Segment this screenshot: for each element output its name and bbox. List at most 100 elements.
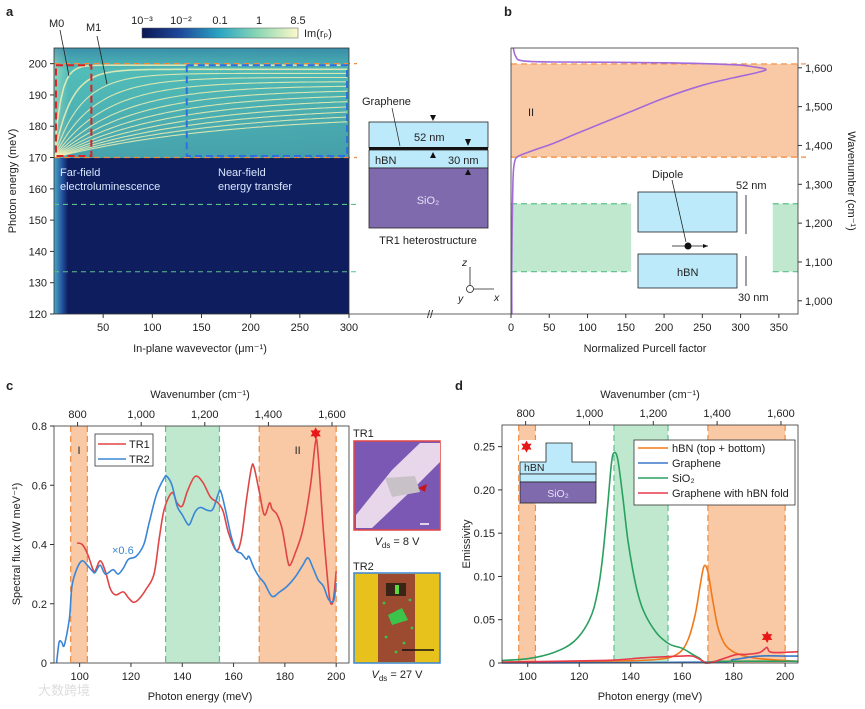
y-tick-label: 1,300 bbox=[805, 179, 833, 191]
panel-label-b: b bbox=[504, 4, 512, 19]
x-tick-label: 300 bbox=[340, 322, 358, 334]
y-tick-label: 1,100 bbox=[805, 257, 833, 269]
mode-curve bbox=[54, 76, 347, 156]
legend-label-tr2: TR2 bbox=[129, 454, 150, 466]
legend: hBN (top + bottom) Graphene SiO₂ Graphene w… bbox=[633, 439, 796, 506]
heterostructure-diagram: Graphene 52 nm hBN 30 nm SiO₂ TR1 hetero… bbox=[362, 96, 489, 247]
green-band bbox=[511, 203, 632, 272]
far-field-label-2: electroluminescence bbox=[60, 181, 160, 193]
m1-arrow bbox=[96, 35, 108, 85]
plot-frame bbox=[510, 47, 799, 315]
x-tick-label: 250 bbox=[291, 322, 309, 334]
series-hbn-top-bottom- bbox=[501, 564, 799, 663]
x-tick-label: 180 bbox=[724, 671, 742, 683]
y-tick-label: 160 bbox=[29, 184, 47, 196]
watermark: 大数跨境 bbox=[38, 683, 90, 698]
y-tick-label: 1,600 bbox=[805, 63, 833, 75]
heatmap-left-edge bbox=[54, 158, 68, 314]
legend: TR1 TR2 bbox=[94, 433, 154, 467]
y-tick-label: 0.2 bbox=[32, 599, 47, 611]
x-tick-label: 50 bbox=[543, 322, 555, 334]
x-tick-label: 150 bbox=[192, 322, 210, 334]
mode-curve bbox=[54, 106, 348, 158]
tr1-photo: TR1 Vds = 8 V bbox=[353, 428, 441, 550]
green-band bbox=[165, 426, 220, 663]
y-tick-label: 140 bbox=[29, 246, 47, 258]
y-tick-label: 190 bbox=[29, 90, 47, 102]
y-tick-label: 0 bbox=[41, 658, 47, 670]
y-axis-label: Spectral flux (nW meV⁻¹) bbox=[11, 483, 23, 606]
top-thickness-label: 52 nm bbox=[736, 180, 767, 192]
x-tick-label: 200 bbox=[655, 322, 673, 334]
y-tick-label: 1,500 bbox=[805, 102, 833, 114]
green-band bbox=[772, 203, 798, 272]
mode-curve bbox=[54, 72, 348, 155]
tr1-voltage: Vds = 8 V bbox=[375, 536, 421, 550]
y-tick-label: 0.6 bbox=[32, 480, 47, 492]
z-axis-label: z bbox=[461, 257, 468, 269]
x-tick-label: 100 bbox=[70, 671, 88, 683]
y-tick-label: 150 bbox=[29, 215, 47, 227]
top-axis-label: Wavenumber (cm⁻¹) bbox=[150, 389, 250, 401]
legend-label: Graphene with hBN fold bbox=[672, 488, 789, 500]
colorbar-tick-label: 10⁻² bbox=[170, 15, 192, 27]
panel-label-c: c bbox=[6, 378, 13, 393]
star-marker bbox=[521, 440, 532, 453]
star-marker bbox=[310, 427, 321, 440]
y-tick-label: 170 bbox=[29, 153, 47, 165]
colorbar bbox=[141, 27, 299, 39]
m1-label: M1 bbox=[86, 22, 101, 34]
colorbar-label: Im(rₚ) bbox=[304, 28, 332, 40]
legend-label: Graphene bbox=[672, 458, 721, 470]
x-tick-label: 200 bbox=[327, 671, 345, 683]
y-tick-label: 1,200 bbox=[805, 218, 833, 230]
mode-curve bbox=[54, 101, 348, 158]
mode-curve bbox=[54, 68, 347, 153]
x-tick-label: 160 bbox=[224, 671, 242, 683]
hbn-label: hBN bbox=[677, 267, 698, 279]
top-tick-label: 1,600 bbox=[318, 409, 346, 421]
plot-frame bbox=[501, 424, 799, 664]
mode-curve bbox=[54, 81, 348, 157]
top-tick-label: 1,600 bbox=[767, 408, 795, 420]
y-axis-label: Wavenumber (cm⁻¹) bbox=[845, 131, 857, 231]
x-tick-label: 0 bbox=[508, 322, 514, 334]
dipole-inset: Dipole 52 nm hBN 30 nm bbox=[637, 169, 769, 304]
x-tick-label: 160 bbox=[673, 671, 691, 683]
band-label-ii: II bbox=[528, 107, 534, 119]
band-label: I bbox=[77, 445, 80, 457]
top-tick-label: 1,200 bbox=[640, 408, 668, 420]
graphene-pointer bbox=[391, 107, 401, 147]
colorbar-tick-label: 1 bbox=[256, 15, 262, 27]
x-axis-label: Normalized Purcell factor bbox=[584, 343, 707, 355]
x-tick-label: 140 bbox=[173, 671, 191, 683]
colorbar-tick-label: 8.5 bbox=[290, 15, 305, 27]
top-tick-label: 800 bbox=[516, 408, 534, 420]
coordinate-axes-icon: z y x bbox=[457, 257, 500, 305]
top-thickness-label: 52 nm bbox=[414, 132, 445, 144]
top-tick-label: 800 bbox=[68, 409, 86, 421]
inset-hbn-label: hBN bbox=[524, 462, 544, 474]
inset-sio2-label: SiO₂ bbox=[547, 488, 569, 500]
mode-curve bbox=[54, 116, 348, 158]
top-tick-label: 1,000 bbox=[576, 408, 604, 420]
hbn-label: hBN bbox=[375, 155, 396, 167]
tr2-photo: TR2 Vds = 27 V bbox=[353, 561, 441, 683]
y-tick-label: 180 bbox=[29, 121, 47, 133]
top-tick-label: 1,400 bbox=[255, 409, 283, 421]
top-hbn-block bbox=[637, 191, 738, 233]
legend-label: SiO₂ bbox=[672, 473, 695, 485]
panel-a-heatmap: 50 100 150 200 250 300 120 130 140 150 160 170 180 19… bbox=[7, 15, 511, 355]
x-tick-label: 300 bbox=[731, 322, 749, 334]
m0-label: M0 bbox=[49, 18, 64, 30]
y-tick-label: 0.15 bbox=[474, 528, 495, 540]
top-tick-label: 1,000 bbox=[127, 409, 155, 421]
y-tick-label: 0.4 bbox=[32, 540, 47, 552]
x-tick-label: 180 bbox=[276, 671, 294, 683]
y-tick-label: 0.25 bbox=[474, 442, 495, 454]
y-tick-label: 0 bbox=[489, 658, 495, 670]
sio2-label: SiO₂ bbox=[417, 195, 440, 207]
heterostructure-caption: TR1 heterostructure bbox=[379, 235, 477, 247]
x-tick-label: 200 bbox=[241, 322, 259, 334]
